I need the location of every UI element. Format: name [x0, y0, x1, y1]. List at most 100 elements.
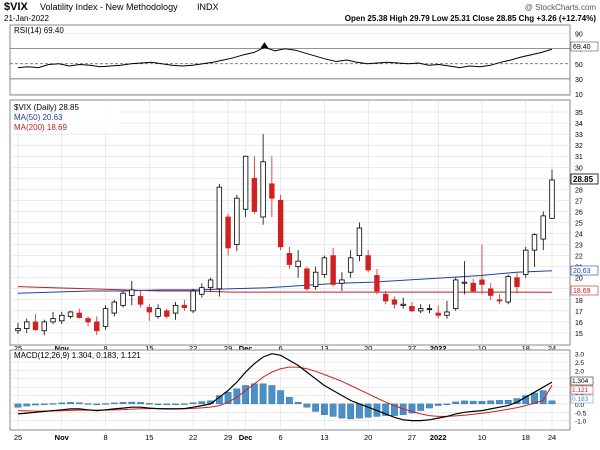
rsi-ticks: 9070503010 — [575, 32, 583, 99]
candle-body — [321, 257, 328, 275]
candle — [277, 194, 284, 251]
macd-tick-label: -0.5 — [575, 410, 587, 417]
price-panel: 3534333231302928272625242322212019181716… — [9, 99, 599, 346]
macd-tick-label: 2.0 — [575, 368, 584, 375]
price-tick-label: 24 — [575, 232, 583, 239]
macd-histogram-bar — [145, 403, 153, 405]
candle-body — [269, 183, 275, 199]
date-tick-label: 15 — [145, 344, 153, 353]
candle-body — [400, 303, 406, 306]
candle — [146, 304, 153, 321]
price-tick-label: 16 — [575, 320, 583, 327]
chart-symbol: $VIX — [4, 1, 29, 13]
price-tick-label: 15 — [575, 331, 583, 338]
macd-histogram-bar — [443, 403, 451, 405]
macd-histogram-bar — [67, 402, 74, 405]
macd-histogram-bar — [128, 401, 136, 405]
ma50-last-box: 20.63 — [570, 265, 599, 276]
price-tick-label: 27 — [575, 198, 583, 205]
candle — [304, 266, 310, 291]
price-legend-ma200: MA(200) 18.69 — [14, 123, 67, 132]
candle-body — [146, 307, 153, 313]
candle-body — [523, 249, 529, 275]
date-tick-label: 22 — [189, 344, 197, 353]
candle-body — [286, 253, 293, 265]
candle — [391, 296, 398, 309]
candle-body — [347, 257, 354, 273]
candle — [356, 222, 363, 262]
price-tick-label: 35 — [575, 110, 583, 117]
candle-body — [549, 179, 555, 219]
candle — [339, 272, 345, 291]
macd-last-2: 1.121 — [572, 387, 589, 394]
candles — [15, 134, 555, 336]
candle-body — [32, 321, 39, 331]
chart-name: Volatility Index - New Methodology — [40, 2, 178, 12]
macd-histogram-bar — [391, 403, 398, 416]
candle-body — [172, 304, 179, 314]
candle-body — [277, 200, 284, 248]
macd-histogram-bar — [23, 403, 31, 407]
candle-body — [339, 279, 345, 284]
candle — [426, 304, 433, 314]
macd-histogram-bar — [312, 403, 320, 412]
candle-body — [67, 311, 74, 317]
candle — [295, 250, 301, 278]
candle-body — [164, 310, 170, 317]
rsi-last-label: 69.40 — [573, 44, 591, 51]
price-tick-label: 28 — [575, 187, 583, 194]
macd-histogram-bar — [303, 403, 311, 408]
candle — [216, 183, 223, 297]
candle-body — [50, 318, 56, 323]
candle-body — [382, 293, 389, 302]
date-tick-label: 13 — [320, 344, 328, 353]
candle-body — [137, 296, 144, 305]
macd-histogram-bar — [294, 402, 302, 405]
date-tick-label: Nov — [55, 344, 70, 353]
candle-body — [540, 215, 546, 240]
candle-body — [417, 308, 424, 312]
candle-body — [470, 282, 476, 292]
macd-histogram-bar — [154, 403, 162, 405]
macd-histogram-bar — [250, 383, 258, 405]
rsi-grid — [10, 33, 570, 95]
date-tick-label: 25 — [14, 433, 22, 442]
candle — [400, 297, 406, 309]
macd-histogram-bar — [163, 403, 171, 405]
candle-body — [181, 304, 188, 308]
candle — [479, 244, 485, 295]
date-tick-label: 6 — [279, 344, 283, 353]
candle-body — [260, 161, 266, 218]
macd-histogram-bar — [426, 403, 433, 409]
candle-body — [435, 312, 441, 316]
macd-histogram-bar — [40, 403, 48, 405]
date-tick-label: 22 — [189, 433, 197, 442]
candle — [488, 283, 494, 300]
candle — [514, 272, 520, 294]
date-tick-label: 2022 — [430, 433, 447, 442]
price-ticks: 3534333231302928272625242322212019181716… — [575, 110, 583, 338]
macd-histogram-bar — [539, 390, 547, 405]
date-tick-label: 15 — [145, 433, 153, 442]
price-last-label: 28.85 — [573, 175, 594, 184]
price-legend-ma50: MA(50) 20.63 — [14, 113, 63, 122]
macd-histogram-bar — [14, 403, 22, 408]
candle-body — [356, 227, 363, 257]
candle — [164, 308, 170, 319]
candle — [199, 283, 205, 298]
date-tick-label: 6 — [279, 433, 283, 442]
date-tick-label: 10 — [478, 433, 486, 442]
candle-body — [225, 216, 231, 249]
rsi-tick-label: 10 — [575, 92, 583, 99]
macd-histogram-bar — [172, 403, 179, 405]
macd-histogram-bar — [259, 383, 267, 405]
date-tick-label: 8 — [103, 344, 107, 353]
macd-histogram-bar — [478, 401, 486, 405]
ma50-last-label: 20.63 — [573, 268, 591, 275]
candle — [76, 308, 82, 319]
candle — [94, 316, 100, 336]
candle-body — [426, 308, 433, 311]
macd-date-axis: 25 Nov 8 15 22 29 Dec 6 13 20 27 2022 10 18 24 — [14, 433, 556, 442]
candle-body — [295, 260, 301, 268]
candle-body — [120, 292, 126, 306]
